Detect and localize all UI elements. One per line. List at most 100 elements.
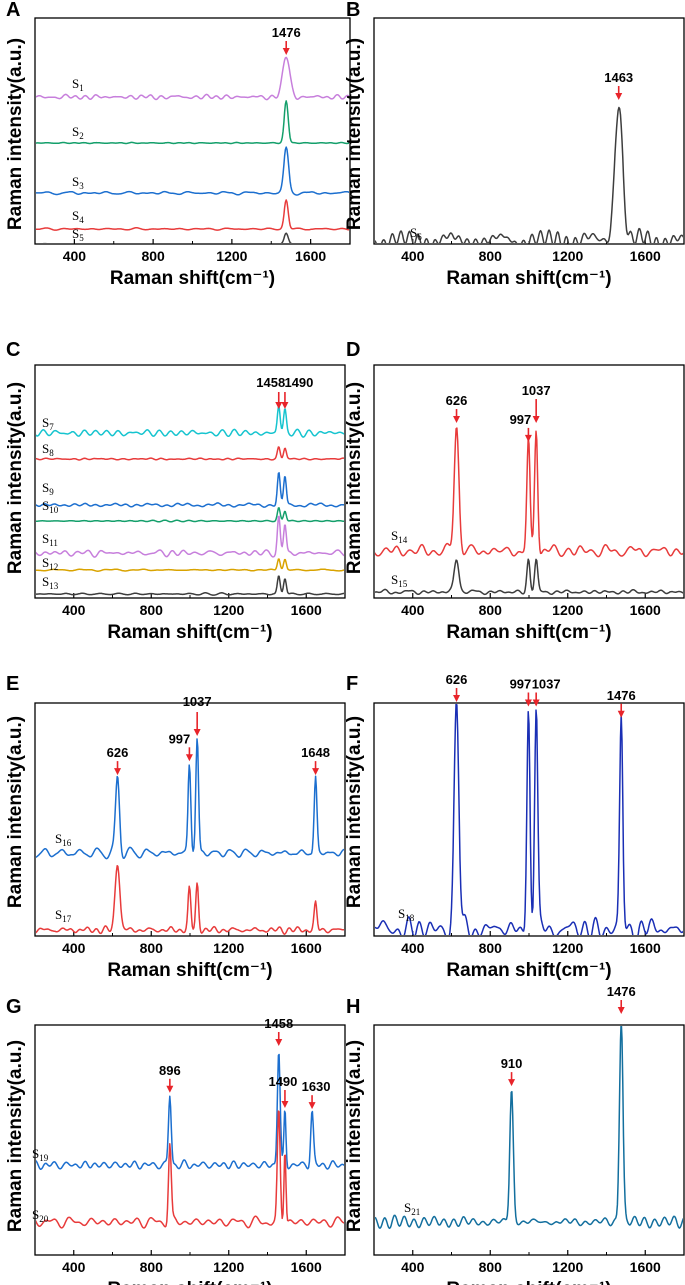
x-tick-label: 400: [401, 248, 425, 264]
series-label-s15: S15: [391, 572, 408, 589]
x-tick-label: 1200: [552, 1259, 583, 1275]
series-label-s21: S21: [404, 1200, 420, 1217]
x-tick-label: 400: [63, 248, 87, 264]
x-tick-label: 800: [140, 602, 164, 618]
x-ticks: 400 800 1200 1600: [373, 931, 685, 956]
panel-g: G Raman intensity(a.u.) 400 800 1200 1600 Rama…: [5, 996, 346, 1285]
series-line-s16: [36, 738, 344, 860]
x-tick-label: 800: [479, 1259, 503, 1275]
series-label-s13: S13: [42, 574, 59, 591]
x-tick-label: 1600: [295, 248, 326, 264]
panel-letter: G: [6, 996, 22, 1018]
panel-h: H Raman intensity(a.u.) 400 800 1200 1600 Rama…: [344, 984, 685, 1285]
series-label-s11: S11: [42, 531, 58, 548]
x-tick-label: 1200: [216, 248, 247, 264]
series-line-s1: [36, 56, 349, 101]
x-axis-label: Raman shift(cm⁻¹): [446, 268, 611, 289]
series-group: [36, 56, 349, 243]
x-tick-label: 1600: [630, 602, 661, 618]
panel-letter: F: [346, 673, 358, 695]
peak-label: 1458: [264, 1016, 293, 1031]
series-group: [375, 106, 683, 243]
x-ticks: 400 800 1200 1600: [34, 593, 346, 618]
peak-label: 1476: [607, 984, 636, 999]
plot-frame: [373, 17, 685, 245]
panel-letter: E: [6, 673, 19, 695]
peak-label: 1037: [522, 383, 551, 398]
x-axis-label: Raman shift(cm⁻¹): [107, 960, 272, 981]
peak-annotations: 1458 1490: [256, 375, 313, 409]
peak-label: 1476: [272, 25, 301, 40]
y-axis-label: Raman intensity(a.u.): [344, 38, 365, 230]
peak-label: 1463: [604, 70, 633, 85]
peak-label: 896: [159, 1063, 181, 1078]
series-line-s7: [36, 405, 344, 438]
peak-label: 1630: [302, 1079, 331, 1094]
peak-label: 1037: [183, 694, 212, 709]
peak-label: 1490: [284, 375, 313, 390]
peak-annotations: 626 997 1037 1648: [107, 694, 330, 776]
series-line-s12: [36, 558, 344, 572]
peak-annotations: 1476: [272, 25, 301, 55]
x-tick-label: 800: [140, 940, 164, 956]
series-label-s3: S3: [72, 174, 84, 191]
x-tick-label: 1200: [552, 940, 583, 956]
peak-annotations: 626 997 1037 1476: [446, 672, 636, 718]
series-group: [36, 738, 344, 935]
series-label-s17: S17: [55, 907, 72, 924]
x-tick-label: 1200: [552, 602, 583, 618]
x-ticks: 400 800 1200 1600: [34, 1250, 346, 1275]
series-label-s20: S20: [32, 1207, 49, 1224]
panel-letter: D: [346, 339, 360, 361]
peak-label: 626: [107, 745, 129, 760]
peak-annotations: 910 1476: [501, 984, 636, 1087]
x-axis-label: Raman shift(cm⁻¹): [446, 1279, 611, 1285]
x-tick-label: 800: [479, 940, 503, 956]
x-ticks: 400 800 1200 1600: [373, 1250, 685, 1275]
panel-d: D Raman intensity(a.u.) 400 800 1200 1600 Rama…: [344, 339, 685, 643]
series-line-s10: [36, 507, 344, 523]
panel-c: C Raman intensity(a.u.) 400 800 1200 1600 Rama…: [5, 339, 346, 643]
y-axis-label: Raman intensity(a.u.): [344, 382, 365, 574]
series-label-s12: S12: [42, 555, 58, 572]
panel-letter: H: [346, 996, 360, 1018]
x-tick-label: 1200: [213, 1259, 244, 1275]
x-ticks: 400 800 1200 1600: [34, 931, 346, 956]
x-tick-label: 800: [479, 248, 503, 264]
x-tick-label: 1200: [213, 602, 244, 618]
x-tick-label: 1600: [630, 248, 661, 264]
peak-label: 626: [446, 393, 468, 408]
plot-frame: [34, 364, 346, 599]
peak-annotations: 626 997 1037: [446, 383, 551, 442]
series-label-s2: S2: [72, 124, 84, 141]
peak-label: 1037: [532, 677, 561, 692]
x-tick-label: 1200: [213, 940, 244, 956]
series-label-s10: S10: [42, 498, 59, 515]
series-label-s8: S8: [42, 441, 54, 458]
panel-a: A Raman intensity(a.u.) 400 800 1200 1600 Rama…: [5, 0, 351, 289]
x-tick-label: 800: [140, 1259, 164, 1275]
series-group: [375, 427, 683, 596]
series-line-s3: [36, 146, 349, 196]
series-line-s2: [36, 100, 349, 145]
peak-label: 1458: [256, 375, 285, 390]
series-group: [36, 1053, 344, 1229]
series-line-s8: [36, 446, 344, 461]
series-group: [375, 1026, 683, 1230]
panel-e: E Raman intensity(a.u.) 400 800 1200 1600 Rama…: [5, 673, 346, 981]
x-ticks: 400 800 1200 1600: [34, 239, 351, 264]
x-ticks: 400 800 1200 1600: [373, 593, 685, 618]
series-line-s4: [36, 199, 349, 231]
series-label-s14: S14: [391, 528, 408, 545]
series-label-s9: S9: [42, 480, 54, 497]
series-line-s21: [375, 1026, 683, 1230]
series-line-s18: [375, 704, 683, 935]
panel-letter: B: [346, 0, 360, 21]
peak-label: 997: [510, 412, 532, 427]
series-line-s17: [36, 864, 344, 935]
panel-f: F Raman intensity(a.u.) 400 800 1200 1600 Rama…: [344, 672, 685, 981]
peak-label: 910: [501, 1056, 523, 1071]
x-ticks: 400 800 1200 1600: [373, 239, 685, 264]
series-label-s7: S7: [42, 415, 54, 432]
